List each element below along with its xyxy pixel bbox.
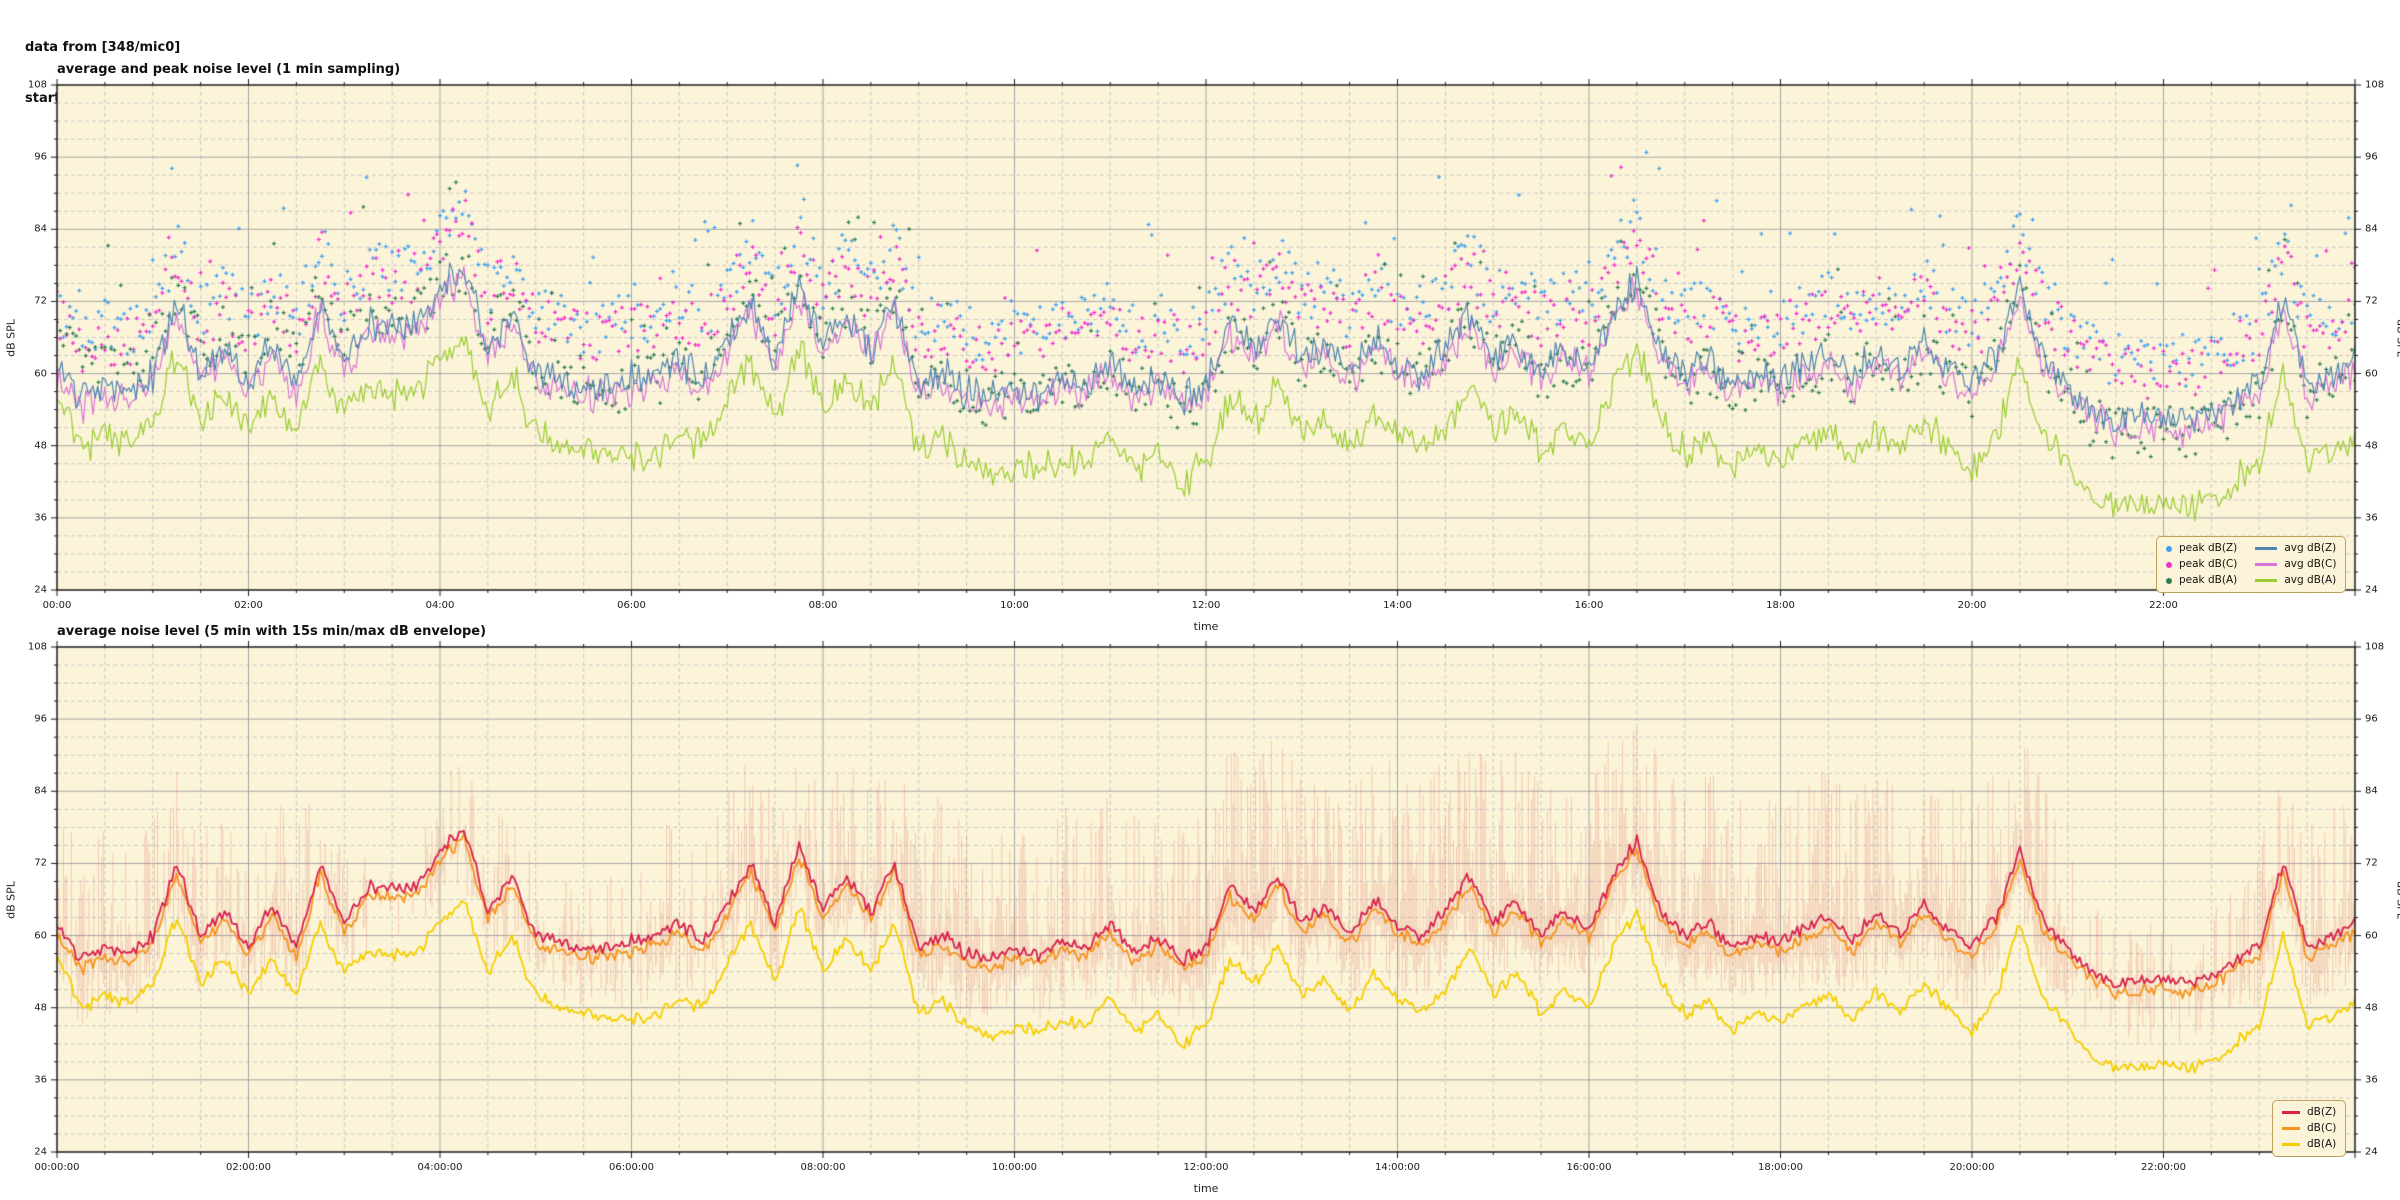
bottom-xlabel: time (1193, 1182, 1219, 1195)
y-tick-label-left: 96 (34, 713, 47, 725)
legend-item: avg dB(Z) (2255, 541, 2336, 556)
legend-label-peak-dbz: peak dB(Z) (2179, 542, 2238, 554)
y-tick-label-right: 36 (2365, 512, 2378, 524)
legend-label-avg-dba: avg dB(A) (2284, 574, 2337, 586)
y-tick-label-right: 72 (2365, 295, 2378, 307)
y-tick-label-left: 24 (34, 1146, 47, 1158)
y-tick-label-left: 60 (34, 930, 47, 942)
y-tick-label-left: 48 (34, 1002, 47, 1014)
y-tick-label-right: 84 (2365, 785, 2378, 797)
peak-dba-marker-icon (2166, 577, 2172, 584)
top-plot-canvas (41, 69, 2371, 606)
x-tick-label: 08:00:00 (800, 1162, 846, 1173)
avg-dbc-line-icon (2255, 562, 2278, 567)
bottom-plot-legend: dB(Z) dB(C) dB(A) (2272, 1100, 2347, 1157)
y-tick-label-left: 36 (34, 512, 47, 524)
y-tick-label-left: 108 (27, 641, 47, 653)
y-tick-label-right: 60 (2365, 368, 2378, 380)
x-tick-label: 04:00 (425, 600, 455, 611)
header-line-1: data from [348/mic0] (25, 40, 181, 55)
y-tick-label-right: 108 (2365, 641, 2385, 653)
y-tick-label-right: 72 (2365, 857, 2378, 869)
dba-line-icon (2282, 1142, 2300, 1147)
y-tick-label-right: 60 (2365, 930, 2378, 942)
y-tick-label-left: 72 (34, 295, 47, 307)
y-tick-label-right: 36 (2365, 1074, 2378, 1086)
x-tick-label: 04:00:00 (417, 1162, 463, 1173)
x-tick-label: 14:00:00 (1375, 1162, 1420, 1173)
peak-dbc-marker-icon (2166, 561, 2172, 568)
y-tick-label-left: 24 (34, 584, 47, 596)
y-tick-label-left: 48 (34, 440, 47, 452)
top-xlabel: time (1193, 620, 1219, 633)
y-tick-label-right: 96 (2365, 151, 2378, 163)
x-tick-label: 20:00 (1957, 600, 1987, 611)
legend-label-dbc: dB(C) (2307, 1122, 2337, 1134)
y-tick-label-right: 48 (2365, 440, 2378, 452)
legend-item: dB(C) (2282, 1121, 2336, 1136)
legend-item: avg dB(A) (2255, 573, 2336, 588)
x-tick-label: 10:00:00 (992, 1162, 1037, 1173)
y-tick-label-right: 24 (2365, 1146, 2378, 1158)
x-tick-label: 08:00 (808, 600, 838, 611)
legend-label-dba: dB(A) (2307, 1138, 2337, 1150)
x-tick-label: 06:00:00 (609, 1162, 654, 1173)
y-tick-label-left: 96 (34, 151, 47, 163)
y-tick-label-left: 72 (34, 857, 47, 869)
y-tick-label-right: 48 (2365, 1002, 2378, 1014)
x-tick-label: 20:00:00 (1949, 1162, 1995, 1173)
x-tick-label: 00:00 (42, 600, 72, 611)
y-tick-label-right: 96 (2365, 713, 2378, 725)
y-tick-label-left: 84 (34, 223, 47, 235)
top-plot-legend: peak dB(Z) avg dB(Z) peak dB(C) avg dB(C… (2156, 536, 2347, 593)
top-ylabel-left: dB SPL (4, 318, 18, 357)
y-tick-label-left: 60 (34, 368, 47, 380)
x-tick-label: 06:00 (617, 600, 646, 611)
y-tick-label-right: 24 (2365, 584, 2378, 596)
x-tick-label: 16:00:00 (1566, 1162, 1612, 1173)
legend-label-avg-dbc: avg dB(C) (2284, 558, 2337, 570)
bottom-plot-canvas (41, 631, 2371, 1168)
legend-item: dB(Z) (2282, 1105, 2336, 1120)
x-tick-label: 16:00 (1574, 600, 1604, 611)
x-tick-label: 10:00 (1000, 600, 1029, 611)
y-tick-label-right: 84 (2365, 223, 2378, 235)
x-tick-label: 22:00:00 (2141, 1162, 2186, 1173)
avg-dba-line-icon (2255, 578, 2278, 583)
legend-item: dB(A) (2282, 1137, 2336, 1152)
x-tick-label: 18:00:00 (1758, 1162, 1803, 1173)
legend-label-dbz: dB(Z) (2307, 1106, 2337, 1118)
y-tick-label-left: 84 (34, 785, 47, 797)
avg-dbz-line-icon (2255, 546, 2278, 551)
x-tick-label: 00:00:00 (34, 1162, 80, 1173)
x-tick-label: 12:00 (1191, 600, 1221, 611)
x-tick-label: 18:00 (1766, 600, 1795, 611)
dbc-line-icon (2282, 1126, 2300, 1131)
x-tick-label: 12:00:00 (1183, 1162, 1229, 1173)
x-tick-label: 02:00:00 (226, 1162, 271, 1173)
bottom-ylabel-left: dB SPL (4, 880, 18, 919)
legend-item: peak dB(Z) (2166, 541, 2237, 556)
y-tick-label-right: 108 (2365, 79, 2385, 91)
legend-item: peak dB(A) (2166, 573, 2237, 588)
y-tick-label-left: 36 (34, 1074, 47, 1086)
legend-label-avg-dbz: avg dB(Z) (2284, 542, 2337, 554)
legend-label-peak-dba: peak dB(A) (2179, 574, 2238, 586)
dbz-line-icon (2282, 1110, 2300, 1115)
peak-dbz-marker-icon (2166, 545, 2172, 552)
x-tick-label: 14:00 (1383, 600, 1412, 611)
x-tick-label: 02:00 (234, 600, 263, 611)
top-ylabel-right: dB SPL (2394, 318, 2400, 357)
legend-label-peak-dbc: peak dB(C) (2179, 558, 2238, 570)
y-tick-label-left: 108 (27, 79, 47, 91)
legend-item: peak dB(C) (2166, 557, 2237, 572)
legend-item: avg dB(C) (2255, 557, 2336, 572)
x-tick-label: 22:00 (2149, 600, 2178, 611)
bottom-ylabel-right: dB SPL (2394, 880, 2400, 919)
